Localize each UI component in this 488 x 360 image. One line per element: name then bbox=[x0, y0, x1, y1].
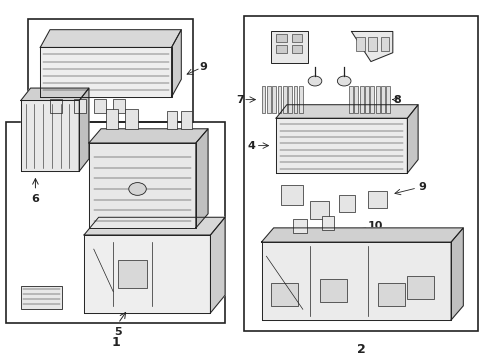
Bar bbox=[272, 86, 276, 113]
Bar bbox=[348, 86, 352, 113]
Polygon shape bbox=[21, 100, 79, 171]
Bar bbox=[356, 37, 365, 51]
Bar bbox=[244, 15, 477, 330]
Bar bbox=[283, 86, 286, 113]
Bar bbox=[322, 216, 334, 230]
Bar bbox=[368, 37, 376, 51]
Polygon shape bbox=[196, 129, 207, 228]
Text: 6: 6 bbox=[31, 194, 39, 204]
Polygon shape bbox=[40, 30, 181, 48]
Text: 2: 2 bbox=[356, 343, 365, 356]
Bar bbox=[28, 19, 193, 122]
Bar bbox=[407, 276, 433, 299]
Text: 3: 3 bbox=[106, 134, 115, 147]
Polygon shape bbox=[261, 242, 450, 320]
Text: 9: 9 bbox=[417, 182, 425, 192]
Polygon shape bbox=[79, 88, 89, 171]
Bar bbox=[293, 86, 297, 113]
Circle shape bbox=[337, 76, 350, 86]
Polygon shape bbox=[89, 129, 207, 143]
Bar bbox=[261, 86, 265, 113]
Polygon shape bbox=[171, 30, 181, 97]
Bar bbox=[106, 109, 118, 129]
Bar bbox=[281, 185, 302, 205]
Bar bbox=[291, 34, 302, 42]
Bar bbox=[166, 111, 177, 129]
Bar bbox=[271, 283, 297, 306]
Bar bbox=[271, 31, 307, 63]
Bar bbox=[380, 37, 388, 51]
Polygon shape bbox=[351, 31, 392, 62]
Text: 8: 8 bbox=[393, 95, 401, 105]
Bar bbox=[276, 34, 286, 42]
Polygon shape bbox=[450, 228, 462, 320]
Polygon shape bbox=[210, 217, 224, 313]
Bar bbox=[377, 283, 404, 306]
Bar bbox=[287, 86, 291, 113]
Bar bbox=[291, 45, 302, 53]
Bar bbox=[354, 86, 358, 113]
Text: 9: 9 bbox=[199, 62, 207, 72]
Bar bbox=[370, 86, 373, 113]
Bar bbox=[365, 86, 368, 113]
Bar bbox=[277, 86, 281, 113]
Text: 7: 7 bbox=[235, 95, 243, 105]
Polygon shape bbox=[276, 105, 417, 118]
Bar bbox=[21, 286, 62, 309]
Polygon shape bbox=[407, 105, 417, 173]
Bar bbox=[359, 86, 363, 113]
Text: 4: 4 bbox=[247, 141, 255, 150]
Bar bbox=[181, 111, 192, 129]
Bar bbox=[319, 279, 346, 302]
Text: 10: 10 bbox=[367, 221, 383, 231]
Bar bbox=[386, 86, 389, 113]
Text: 5: 5 bbox=[114, 327, 122, 337]
Bar bbox=[339, 195, 354, 212]
Text: 1: 1 bbox=[111, 336, 120, 349]
Polygon shape bbox=[40, 48, 171, 97]
Polygon shape bbox=[276, 118, 407, 173]
Bar bbox=[368, 191, 386, 208]
Bar bbox=[6, 122, 224, 323]
Bar bbox=[375, 86, 379, 113]
Bar bbox=[118, 260, 147, 288]
Polygon shape bbox=[84, 217, 224, 235]
Polygon shape bbox=[89, 143, 196, 228]
Bar bbox=[380, 86, 384, 113]
Circle shape bbox=[307, 76, 321, 86]
Bar bbox=[50, 99, 62, 113]
Polygon shape bbox=[261, 228, 462, 242]
Polygon shape bbox=[21, 88, 89, 100]
Bar bbox=[113, 99, 125, 113]
Bar bbox=[266, 86, 270, 113]
Bar bbox=[94, 99, 106, 113]
Bar bbox=[309, 201, 328, 219]
Bar bbox=[298, 86, 302, 113]
Polygon shape bbox=[84, 235, 210, 313]
Bar bbox=[276, 45, 286, 53]
Bar bbox=[125, 109, 137, 129]
Bar bbox=[74, 99, 86, 113]
Bar bbox=[292, 219, 306, 233]
Circle shape bbox=[128, 183, 146, 195]
